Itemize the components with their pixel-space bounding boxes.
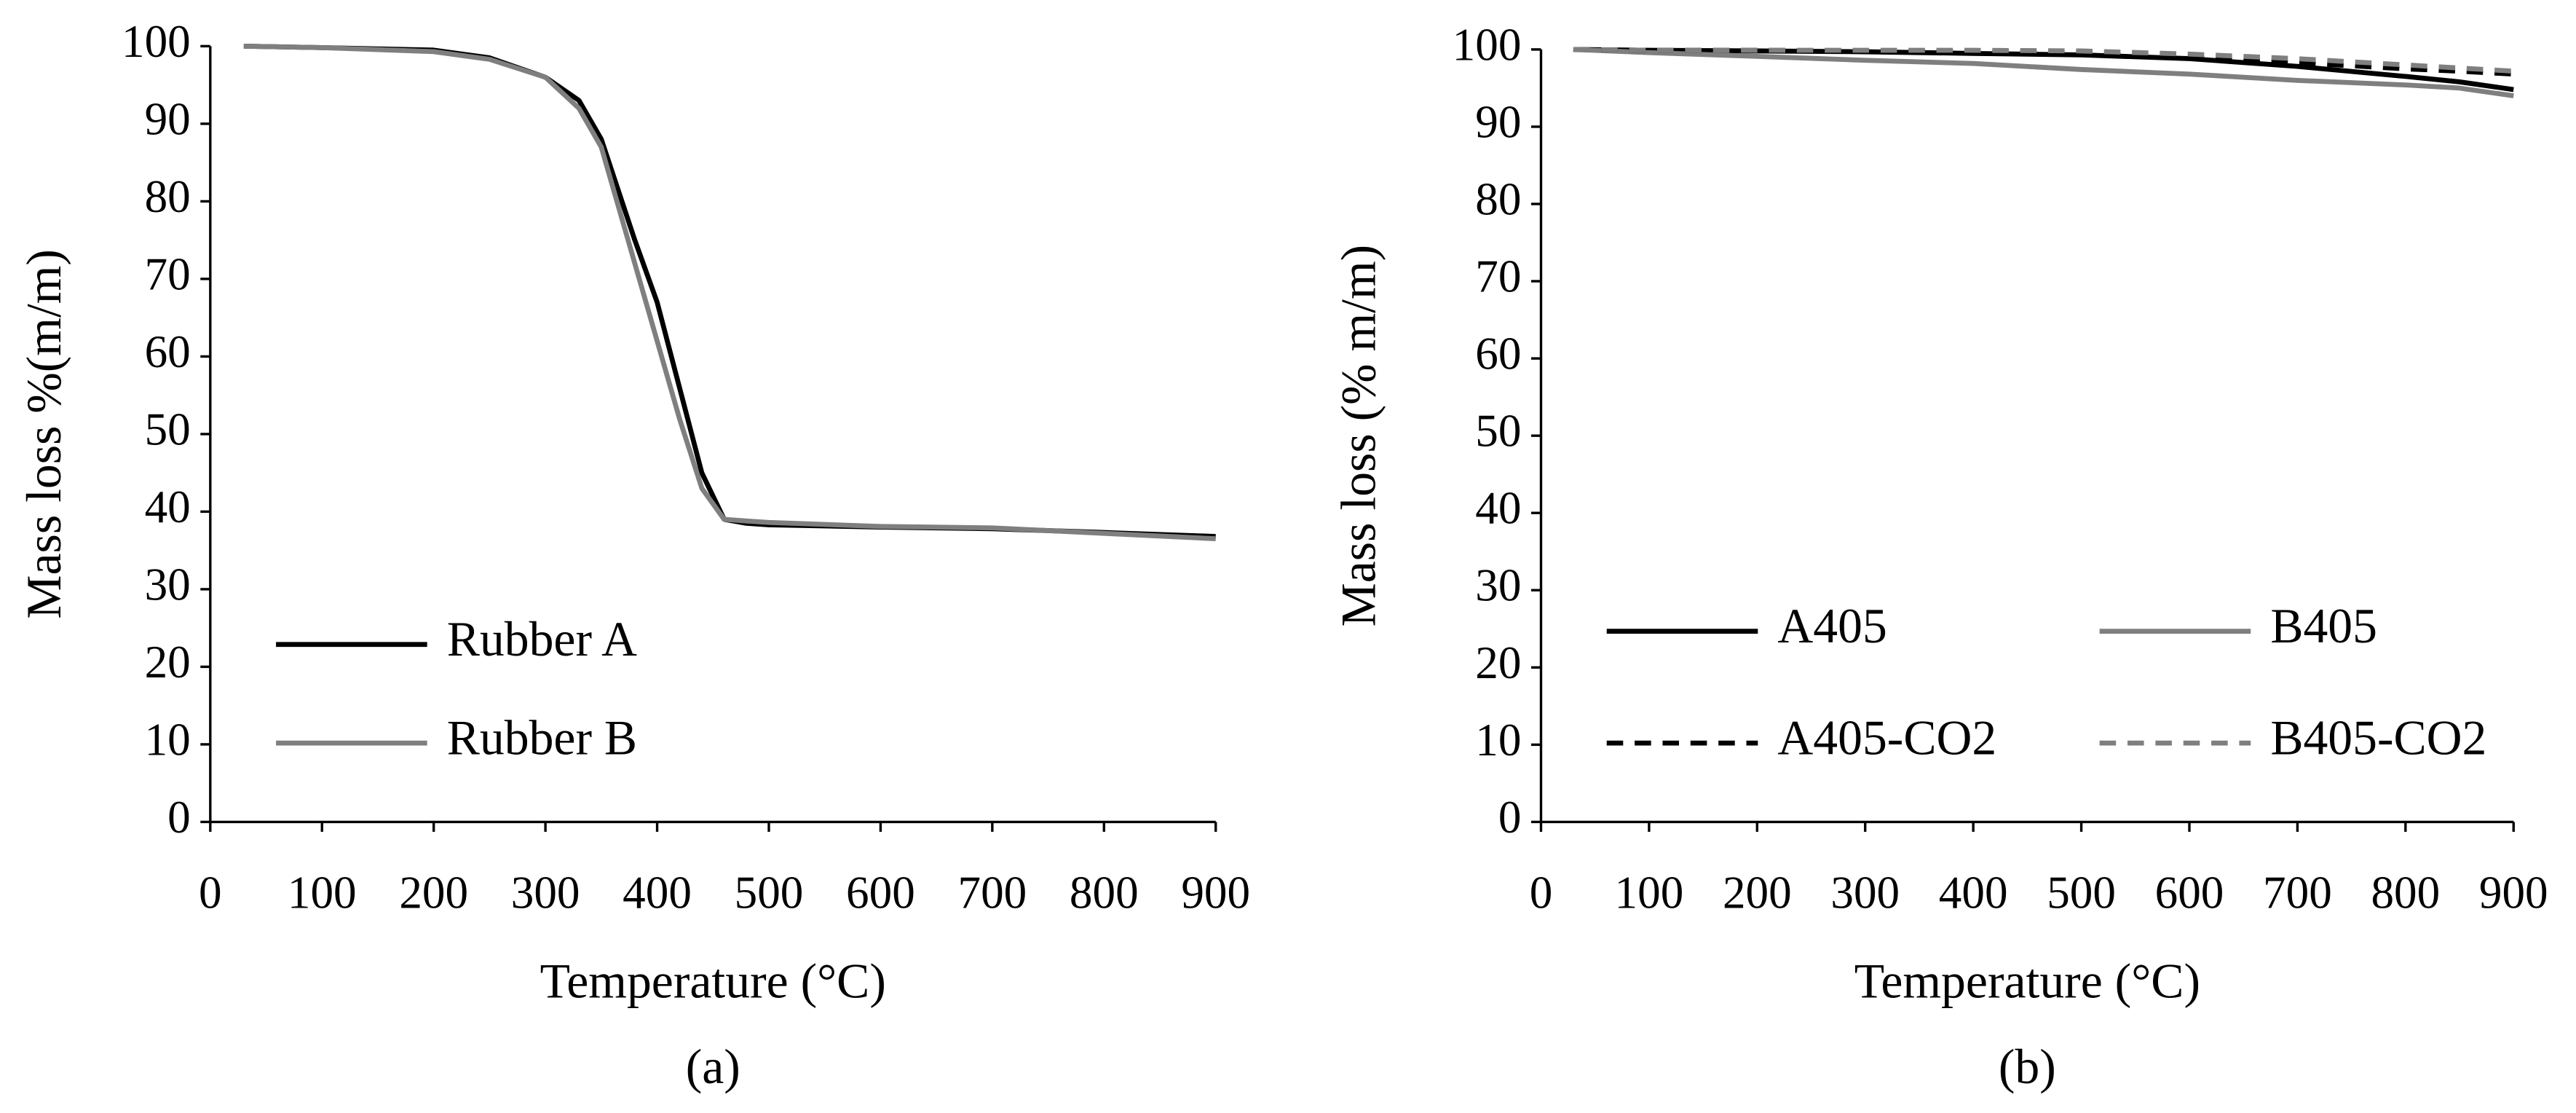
x-tick-label: 100: [1615, 868, 1684, 919]
y-tick-label: 50: [145, 404, 191, 455]
y-tick-label: 0: [167, 792, 191, 843]
y-tick-label: 20: [145, 637, 191, 688]
legend-label: B405-CO2: [2270, 711, 2486, 766]
x-tick-label: 400: [1939, 868, 2008, 919]
x-tick-label: 400: [623, 868, 692, 919]
y-tick-label: 20: [1475, 637, 1521, 688]
y-tick-label: 30: [145, 559, 191, 610]
y-tick-label: 40: [145, 481, 191, 532]
y-tick-label: 60: [145, 326, 191, 377]
legend-label: A405: [1777, 599, 1886, 653]
x-tick-label: 700: [2263, 868, 2332, 919]
y-tick-label: 90: [1475, 96, 1521, 147]
x-tick-label: 500: [735, 868, 804, 919]
y-tick-label: 70: [145, 248, 191, 299]
y-tick-label: 0: [1498, 792, 1522, 843]
x-tick-label: 700: [957, 868, 1027, 919]
series-line: [243, 44, 1216, 542]
x-tick-label: 300: [511, 868, 580, 919]
x-tick-label: 300: [1830, 868, 1900, 919]
x-tick-label: 900: [2479, 868, 2548, 919]
y-tick-label: 80: [1475, 174, 1521, 225]
x-axis-title: Temperature (°C): [540, 954, 886, 1009]
y-tick-label: 60: [1475, 329, 1521, 379]
y-tick-label: 50: [1475, 406, 1521, 457]
legend-label: Rubber A: [447, 612, 637, 666]
legend-label: Rubber B: [447, 711, 637, 766]
y-tick-label: 90: [145, 93, 191, 144]
y-axis-title: Mass loss %(m/m): [17, 249, 71, 619]
y-tick-label: 30: [1475, 560, 1521, 611]
x-tick-label: 800: [1070, 868, 1139, 919]
y-tick-label: 10: [145, 714, 191, 765]
y-tick-label: 100: [1453, 19, 1522, 70]
y-tick-label: 70: [1475, 251, 1521, 302]
x-tick-label: 500: [2047, 868, 2116, 919]
series-line: [243, 44, 1216, 539]
x-tick-label: 200: [1723, 868, 1792, 919]
y-axis-title: Mass loss (% m/m): [1331, 245, 1386, 627]
y-tick-label: 80: [145, 171, 191, 222]
legend-label: B405: [2270, 599, 2377, 653]
x-axis-title: Temperature (°C): [1854, 954, 2200, 1009]
legend-label: A405-CO2: [1777, 711, 1996, 766]
x-tick-label: 0: [199, 868, 222, 919]
y-tick-label: 10: [1475, 715, 1521, 766]
x-tick-label: 900: [1181, 868, 1250, 919]
x-tick-label: 200: [399, 868, 468, 919]
x-tick-label: 800: [2371, 868, 2440, 919]
y-tick-label: 40: [1475, 483, 1521, 534]
x-tick-label: 600: [2155, 868, 2224, 919]
x-tick-label: 0: [1530, 868, 1553, 919]
panel-caption: (a): [686, 1039, 740, 1094]
x-tick-label: 100: [288, 868, 357, 919]
series-line: [1573, 47, 2514, 74]
y-tick-label: 100: [122, 16, 191, 67]
panel-caption: (b): [1999, 1039, 2056, 1094]
x-tick-label: 600: [846, 868, 915, 919]
series-line: [1573, 47, 2514, 98]
